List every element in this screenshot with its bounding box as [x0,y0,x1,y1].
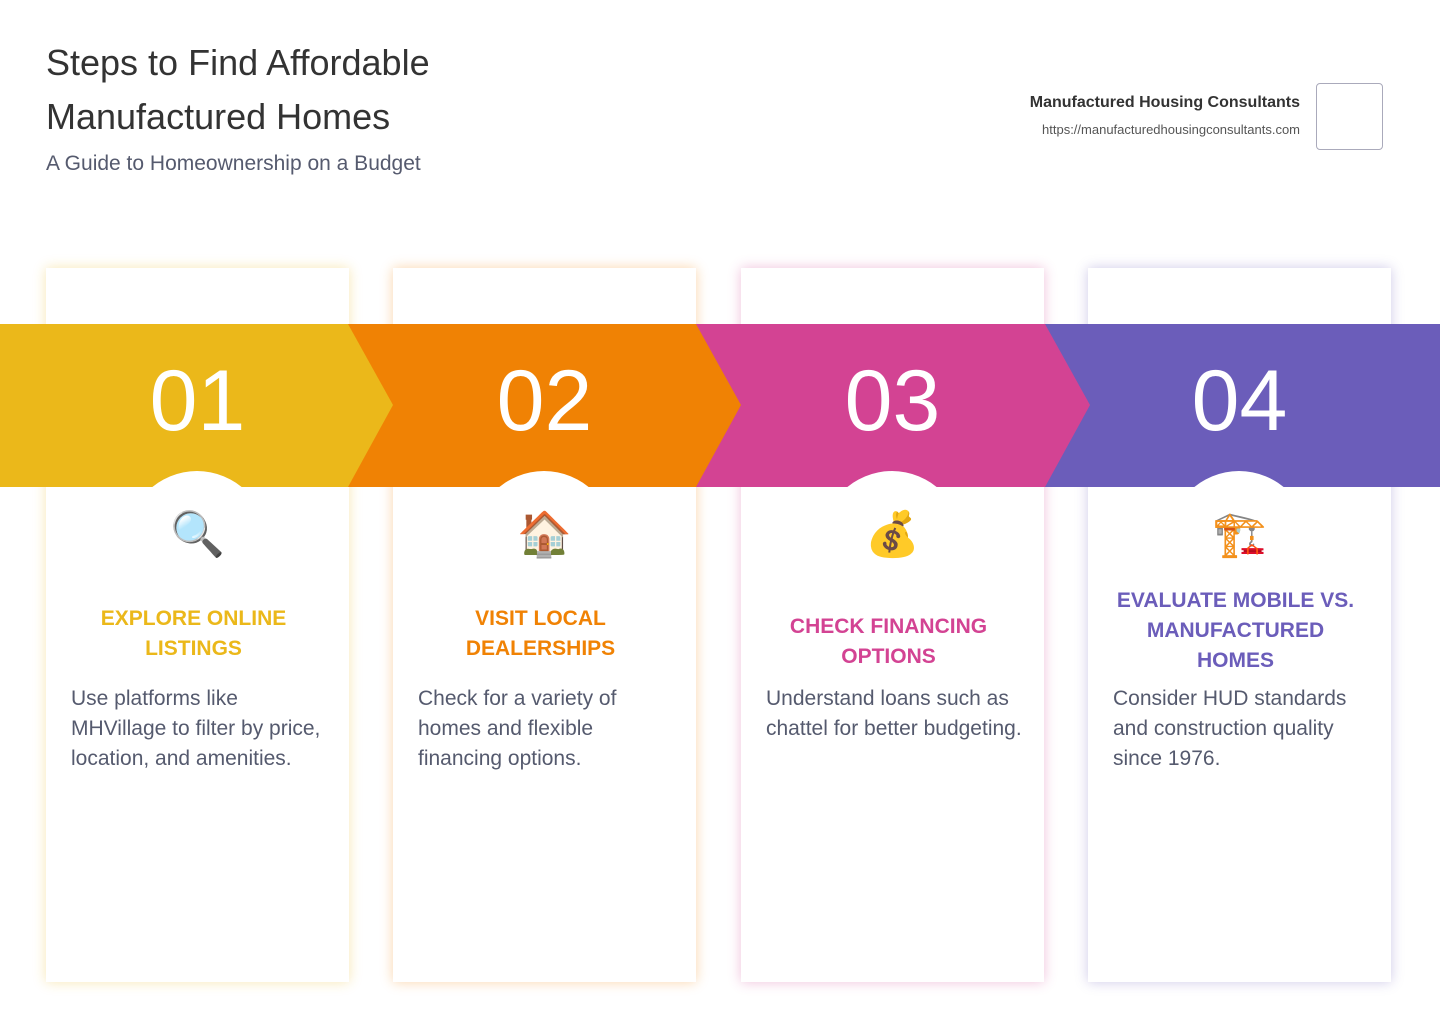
brand-name: Manufactured Housing Consultants [1029,94,1300,111]
step-text: Use platforms like MHVillage to filter b… [71,687,321,770]
banner-segment [1045,324,1440,487]
subtitle: A Guide to Homeownership on a Budget [46,152,421,175]
step-title: EVALUATE MOBILE VS. MANUFACTURED HOMES [1116,589,1355,672]
banner-segment [0,324,393,487]
step-title: VISIT LOCAL DEALERSHIPS [465,607,616,660]
step-number: 01 [149,353,246,449]
icon-mask [46,487,349,617]
brand-url: https://manufacturedhousingconsultants.c… [1042,122,1300,137]
banner-segment [696,324,1090,487]
step-number: 04 [1191,353,1288,449]
step-title: CHECK FINANCING OPTIONS [789,615,988,668]
logo [1316,83,1383,150]
icon-mask [1088,487,1391,617]
step-number: 03 [844,353,941,449]
step-text: Understand loans such as chattel for bet… [766,687,1022,740]
step-icon: 💰 [865,510,920,559]
step-number: 02 [496,353,593,449]
step-text: Consider HUD standards and construction … [1113,687,1347,770]
step-title: EXPLORE ONLINE LISTINGS [100,607,287,660]
icon-mask [741,487,1044,617]
step-icon: 🏗️ [1212,510,1267,559]
step-icon: 🔍 [170,510,225,559]
step-text: Check for a variety of homes and flexibl… [418,687,617,770]
step-icon: 🏠 [517,510,572,559]
icon-mask [393,487,696,617]
banner-segment [348,324,741,487]
title: Steps to Find Affordable Manufactured Ho… [46,42,430,137]
